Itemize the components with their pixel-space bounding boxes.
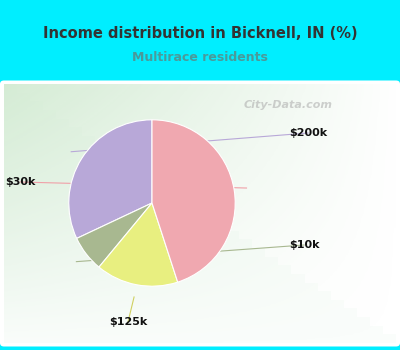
Bar — [4, 170, 148, 179]
Bar — [4, 248, 265, 257]
Bar — [4, 101, 43, 110]
Bar — [0, 0, 400, 80]
Bar — [4, 145, 108, 153]
Wedge shape — [99, 203, 178, 286]
Wedge shape — [152, 120, 235, 282]
Bar — [4, 84, 17, 93]
Bar — [4, 196, 187, 205]
Bar — [4, 188, 174, 196]
Bar — [4, 239, 252, 248]
Bar — [4, 162, 135, 170]
Bar — [4, 110, 56, 119]
Bar — [4, 308, 357, 317]
Bar — [4, 300, 344, 308]
Bar — [4, 291, 331, 300]
Bar — [4, 119, 69, 127]
Wedge shape — [77, 203, 152, 267]
Text: $30k: $30k — [5, 177, 35, 187]
Text: $10k: $10k — [289, 240, 319, 250]
Text: $200k: $200k — [289, 128, 327, 138]
Bar — [4, 127, 82, 136]
Text: $125k: $125k — [109, 317, 147, 327]
Bar — [4, 334, 396, 343]
Bar — [4, 274, 304, 282]
Bar — [4, 136, 96, 145]
Bar — [4, 93, 30, 101]
Bar — [4, 222, 226, 231]
Bar — [4, 231, 239, 239]
Text: Income distribution in Bicknell, IN (%): Income distribution in Bicknell, IN (%) — [43, 26, 357, 41]
Bar — [4, 265, 292, 274]
FancyBboxPatch shape — [0, 80, 400, 346]
Wedge shape — [69, 120, 152, 238]
Bar — [4, 326, 383, 334]
Bar — [4, 317, 370, 326]
Bar — [4, 153, 122, 162]
Bar — [4, 257, 278, 265]
Bar — [4, 205, 200, 214]
Text: City-Data.com: City-Data.com — [244, 100, 332, 110]
Bar — [4, 179, 161, 188]
Text: Multirace residents: Multirace residents — [132, 51, 268, 64]
Bar — [4, 214, 213, 222]
Bar — [4, 282, 318, 291]
